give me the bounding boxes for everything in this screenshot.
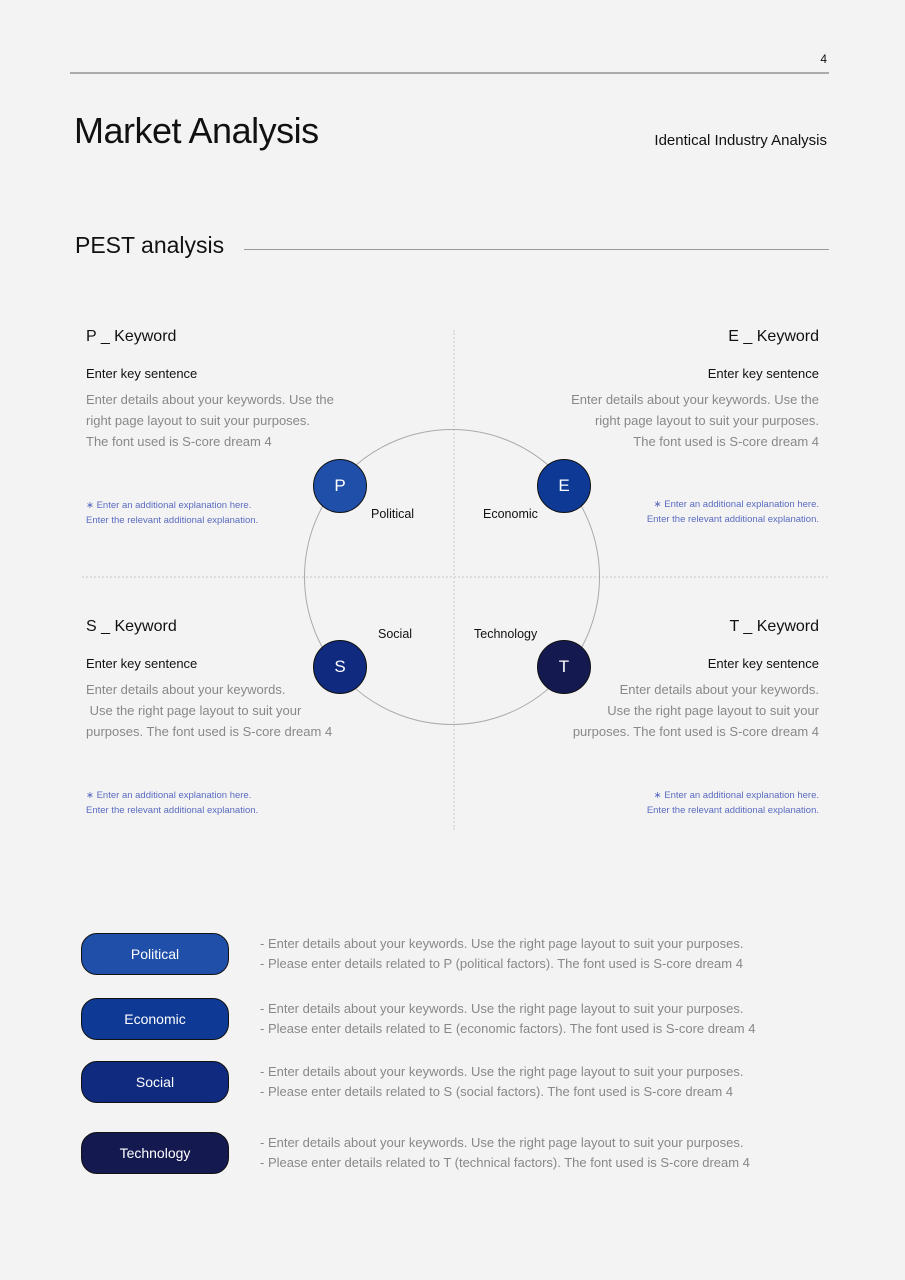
additional-note: ∗ Enter an additional explanation here. [653,790,819,801]
circle-label: Social [378,627,413,641]
additional-note: Enter the relevant additional explanatio… [646,805,819,816]
detail: Enter details about your keywords. [86,682,286,697]
page-subtitle: Identical Industry Analysis [654,132,827,149]
circle-e: E [537,459,591,513]
section-divider [244,249,829,250]
key-sentence: Enter key sentence [707,366,819,381]
detail: The font used is S-core dream 4 [633,434,819,449]
additional-note: ∗ Enter an additional explanation here. [86,790,252,801]
circle-label: Economic [483,507,538,521]
additional-note: ∗ Enter an additional explanation here. [653,499,819,510]
factor-text: - Enter details about your keywords. Use… [260,1062,743,1102]
detail: purposes. The font used is S-core dream … [86,724,333,739]
factor-text: - Enter details about your keywords. Use… [260,999,755,1039]
factor-line: - Please enter details related to T (tec… [260,1155,750,1170]
page-number: 4 [820,52,827,66]
factor-line: - Enter details about your keywords. Use… [260,936,744,951]
detail: right page layout to suit your purposes. [594,413,819,428]
key-sentence: Enter key sentence [707,656,819,671]
section-title: PEST analysis [75,232,225,258]
factor-line: - Please enter details related to E (eco… [260,1021,756,1036]
additional-note: Enter the relevant additional explanatio… [86,515,259,526]
detail: Use the right page layout to suit your [607,703,819,718]
keyword: T _ Keyword [729,618,819,635]
top-divider [70,72,829,74]
detail: Enter details about your keywords. [619,682,819,697]
key-sentence: Enter key sentence [86,366,198,381]
quadrant-p: P _ Keyword Enter key sentence Enter det… [86,328,386,528]
factor-line: - Enter details about your keywords. Use… [260,1135,744,1150]
key-sentence: Enter key sentence [86,656,198,671]
circle-p: P [313,459,367,513]
quadrant-t: T _ Keyword Enter key sentence Enter det… [519,618,819,818]
factor-pill-social: Social [81,1061,229,1103]
detail: purposes. The font used is S-core dream … [572,724,819,739]
factor-line: - Enter details about your keywords. Use… [260,1064,744,1079]
keyword: S _ Keyword [86,618,177,635]
page-title: Market Analysis [74,110,319,151]
circle-label: Political [371,507,415,521]
quadrant-e: E _ Keyword Enter key sentence Enter det… [519,328,819,527]
circle-s: S [313,640,367,694]
factor-text: - Enter details about your keywords. Use… [260,934,743,974]
circle-t: T [537,640,591,694]
factor-line: - Enter details about your keywords. Use… [260,1001,744,1016]
factor-text: - Enter details about your keywords. Use… [260,1133,750,1173]
factor-line: - Please enter details related to P (pol… [260,956,743,971]
detail: right page layout to suit your purposes. [86,413,311,428]
detail: Use the right page layout to suit your [86,703,302,718]
detail: The font used is S-core dream 4 [86,434,272,449]
factor-pill-technology: Technology [81,1132,229,1174]
pest-ring [304,429,600,725]
keyword: P _ Keyword [86,328,177,345]
additional-note: Enter the relevant additional explanatio… [86,805,259,816]
factor-pill-economic: Economic [81,998,229,1040]
detail: Enter details about your keywords. Use t… [571,392,819,407]
factor-line: - Please enter details related to S (soc… [260,1084,734,1099]
detail: Enter details about your keywords. Use t… [86,392,334,407]
factor-pill-political: Political [81,933,229,975]
circle-label: Technology [474,627,538,641]
additional-note: Enter the relevant additional explanatio… [646,514,819,525]
additional-note: ∗ Enter an additional explanation here. [86,500,252,511]
quadrant-s: S _ Keyword Enter key sentence Enter det… [86,618,386,818]
keyword: E _ Keyword [728,328,819,345]
